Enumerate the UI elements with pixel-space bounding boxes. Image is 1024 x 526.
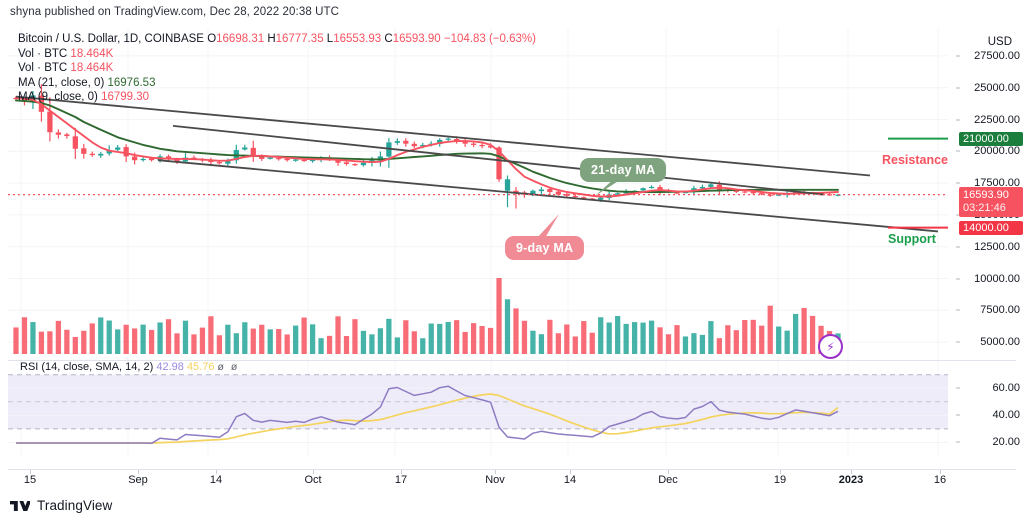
price-tick: 20000.00 <box>974 145 1020 158</box>
date-tick: 2023 <box>838 474 864 486</box>
moving-average-lines <box>15 96 839 198</box>
support-price-tag: 14000.00 <box>959 220 1023 235</box>
ma9-callout-tail <box>537 214 559 238</box>
ma21-callout-bubble[interactable]: 21-day MA <box>580 158 667 182</box>
rsi-tick-mark <box>956 387 960 389</box>
resistance-price-tag: 21000.00 <box>959 131 1023 146</box>
date-tick-mark <box>313 470 314 474</box>
bar-countdown: 03:21:46 <box>963 201 1006 214</box>
rsi-band <box>8 374 948 443</box>
price-tick: 27500.00 <box>974 49 1020 62</box>
pane-separator[interactable] <box>8 360 1016 361</box>
date-tick: Oct <box>304 474 322 486</box>
date-tick: 15 <box>23 474 37 486</box>
rsi-sma-value: 45.76 <box>186 361 215 373</box>
date-tick: Sep <box>128 474 148 486</box>
ma9-callout-bubble[interactable]: 9-day MA <box>505 236 585 260</box>
date-tick-mark <box>668 470 669 474</box>
rsi-tick: 40.00 <box>992 409 1020 422</box>
rsi-lines <box>16 385 839 445</box>
date-tick: 17 <box>394 474 408 486</box>
rsi-value: 42.98 <box>156 361 184 373</box>
support-resistance-lines <box>888 137 948 229</box>
rsi-tick: 60.00 <box>992 382 1020 395</box>
price-tick-mark <box>956 119 960 120</box>
price-axis[interactable]: USD 27500.00 25000.00 22500.00 20000.00 1750… <box>956 28 1024 468</box>
date-tick-mark <box>495 470 496 474</box>
date-tick-mark <box>30 470 31 474</box>
rsi-tick: 20.00 <box>992 436 1020 449</box>
date-tick-mark <box>401 470 402 474</box>
date-tick: 19 <box>773 474 787 486</box>
date-tick: Dec <box>658 474 678 486</box>
price-tick-mark <box>956 87 960 89</box>
price-pane-svg <box>8 28 948 456</box>
date-tick-mark <box>570 470 571 474</box>
trend-lines <box>15 95 939 233</box>
last-price-value: 16593.90 <box>963 188 1009 201</box>
price-tick: 7500.00 <box>980 304 1020 317</box>
date-axis[interactable]: 15 Sep 14 Oct 17 Nov 14 Dec 19 2023 16 <box>8 469 1016 492</box>
date-tick-mark <box>851 470 852 474</box>
price-tick-mark <box>956 246 960 248</box>
rsi-legend: RSI (14, close, SMA, 14, 2) 42.98 45.76 … <box>20 361 239 373</box>
realtime-lightning-icon[interactable]: ⚡ <box>818 334 843 359</box>
tradingview-logo-icon <box>10 500 30 511</box>
date-tick-mark <box>138 470 139 474</box>
price-tick-mark <box>956 341 960 343</box>
price-tick: 12500.00 <box>974 240 1020 253</box>
price-tick-mark <box>956 278 960 279</box>
currency-label: USD <box>987 36 1012 48</box>
price-tick: 25000.00 <box>974 81 1020 94</box>
price-tick-mark <box>956 55 960 57</box>
tradingview-brand: TradingView <box>37 498 113 513</box>
price-tick: 22500.00 <box>974 113 1020 126</box>
rsi-label[interactable]: RSI (14, close, SMA, 14, 2) <box>20 361 154 373</box>
last-price-tag: 16593.90 03:21:46 <box>959 186 1023 217</box>
rsi-tick-mark <box>956 414 960 416</box>
price-tick: 10000.00 <box>974 272 1020 285</box>
visibility-toggle-icon[interactable]: ø ø <box>217 361 240 373</box>
price-tick: 17500.00 <box>974 177 1020 190</box>
price-tick-mark <box>956 214 960 216</box>
volume-bars <box>13 278 841 354</box>
rsi-tick-mark <box>956 441 960 443</box>
date-tick: 14 <box>563 474 577 486</box>
ma21-callout-tail <box>595 178 623 196</box>
price-tick-mark <box>956 182 960 184</box>
date-tick: 16 <box>933 474 947 486</box>
chart-frame[interactable]: Bitcoin / U.S. Dollar, 1D, COINBASE O166… <box>8 28 1023 468</box>
support-label: Support <box>888 232 936 246</box>
date-tick-mark <box>216 470 217 474</box>
chart-plot-area[interactable]: Bitcoin / U.S. Dollar, 1D, COINBASE O166… <box>8 28 948 468</box>
price-tick-mark <box>956 309 960 311</box>
date-tick-mark <box>940 470 941 474</box>
date-tick: Nov <box>485 474 505 486</box>
tradingview-footer: TradingView <box>10 498 112 513</box>
date-tick-mark <box>780 470 781 474</box>
resistance-label: Resistance <box>882 153 948 167</box>
publisher-line: shyna published on TradingView.com, Dec … <box>10 6 340 18</box>
price-tick-mark <box>956 150 960 152</box>
date-tick: 14 <box>209 474 223 486</box>
price-tick: 5000.00 <box>980 336 1020 349</box>
